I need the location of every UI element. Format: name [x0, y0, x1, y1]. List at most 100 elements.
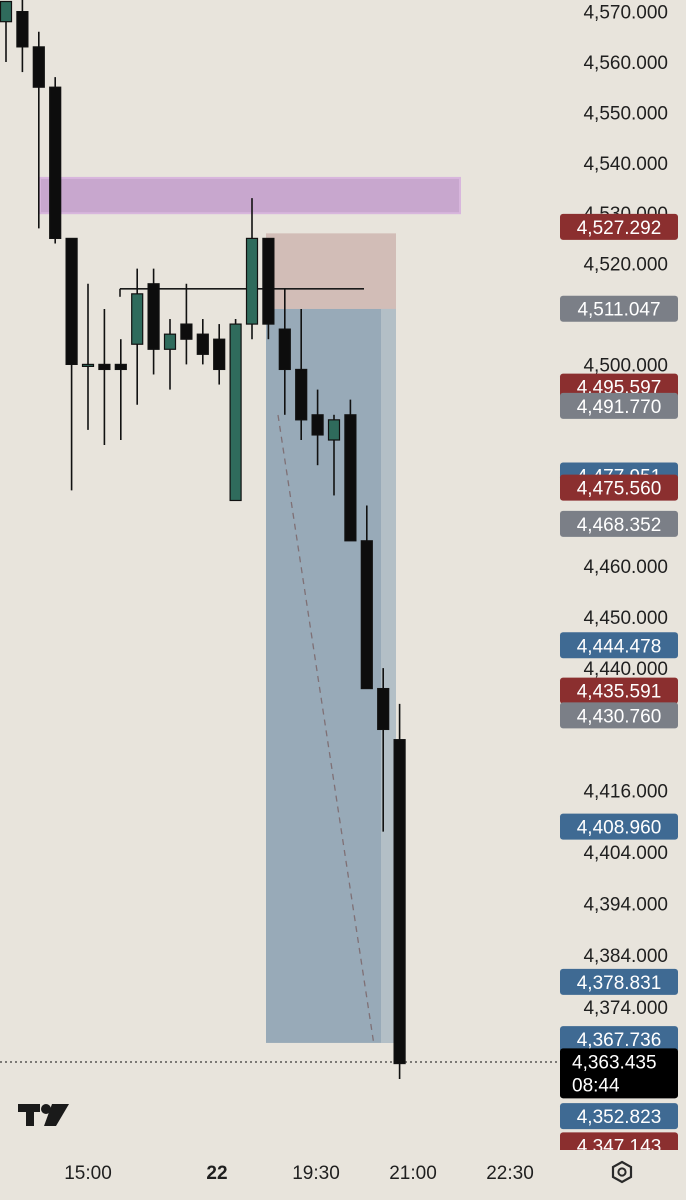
- candle[interactable]: [344, 399, 357, 542]
- price-tag[interactable]: 4,435.591: [560, 677, 678, 704]
- price-tag-label: 4,367.736: [577, 1030, 662, 1051]
- candle-body-bull: [163, 333, 177, 350]
- time-axis-label: 22: [206, 1163, 227, 1184]
- candle[interactable]: [147, 268, 160, 375]
- candle[interactable]: [327, 414, 341, 496]
- candle-body-bull: [81, 363, 95, 367]
- price-tag[interactable]: 4,367.736: [560, 1026, 678, 1053]
- price-axis-label: 4,394.000: [583, 895, 668, 916]
- price-tag[interactable]: 4,468.352: [560, 510, 678, 537]
- candle[interactable]: [98, 308, 111, 446]
- candle-body-bear: [49, 86, 62, 239]
- candle[interactable]: [16, 0, 29, 73]
- price-axis-label: 4,416.000: [583, 782, 668, 803]
- candle[interactable]: [196, 319, 209, 365]
- price-tag-bg: [560, 1103, 678, 1130]
- candle-body-bear: [114, 363, 127, 371]
- candle[interactable]: [245, 198, 259, 340]
- candle-body-bear: [278, 328, 291, 371]
- candle[interactable]: [278, 288, 291, 415]
- price-tag-label: 4,378.831: [577, 973, 662, 994]
- candle-body-bear: [377, 687, 390, 731]
- price-tag[interactable]: 4,527.292: [560, 213, 678, 240]
- price-axis-label: 4,570.000: [583, 3, 668, 24]
- price-tag-label: 4,475.560: [577, 479, 662, 500]
- price-tag[interactable]: 4,430.760: [560, 702, 678, 729]
- candle-body-bull: [245, 237, 259, 325]
- candle[interactable]: [262, 237, 275, 340]
- candle[interactable]: [49, 77, 62, 244]
- candle[interactable]: [0, 0, 13, 62]
- price-tag[interactable]: 4,378.831: [560, 968, 678, 995]
- price-tag[interactable]: 4,408.960: [560, 813, 678, 840]
- price-tag-bg: [560, 392, 678, 419]
- price-tag-label: 4,527.292: [577, 218, 662, 239]
- candle-body-bear: [32, 46, 45, 88]
- candle-body-bear: [65, 237, 78, 365]
- price-tag[interactable]: 4,491.770: [560, 392, 678, 419]
- candle-body-bear: [213, 338, 226, 371]
- price-tag[interactable]: 4,511.047: [560, 295, 678, 322]
- supply-zone[interactable]: [39, 176, 461, 215]
- price-tag-label: 4,408.960: [577, 818, 662, 839]
- price-tag-bg: [560, 813, 678, 840]
- settings-gear-icon[interactable]: [611, 1160, 633, 1184]
- candle[interactable]: [311, 389, 324, 466]
- candle[interactable]: [229, 319, 242, 502]
- price-tag-label: 4,352.823: [577, 1107, 662, 1128]
- candle-body-bear: [262, 237, 275, 325]
- current-price-label: 4,363.435: [572, 1052, 657, 1073]
- time-axis-label: 21:00: [389, 1163, 437, 1184]
- candle[interactable]: [131, 268, 144, 405]
- price-tag-bg: [560, 510, 678, 537]
- candle[interactable]: [114, 339, 127, 440]
- time-axis-label: 22:30: [486, 1163, 534, 1184]
- candles-layer: [0, 0, 406, 1080]
- time-axis-label: 19:30: [292, 1163, 340, 1184]
- candle[interactable]: [393, 703, 406, 1080]
- candle[interactable]: [180, 283, 193, 365]
- price-tags: 4,527.2924,511.0474,495.5974,491.7704,47…: [560, 213, 678, 1159]
- price-axis-label: 4,450.000: [583, 608, 668, 629]
- price-axis-label: 4,440.000: [583, 659, 668, 680]
- stop-zone[interactable]: [266, 233, 396, 309]
- price-tag-bg: [560, 968, 678, 995]
- target-zone[interactable]: [266, 308, 396, 1043]
- zones-layer: [39, 176, 461, 1043]
- price-tag[interactable]: 4,352.823: [560, 1103, 678, 1130]
- price-axis-label: 4,500.000: [583, 355, 668, 376]
- price-tag-bg: [560, 702, 678, 729]
- target-zone-edge: [381, 308, 396, 1043]
- price-axis: 4,570.0004,560.0004,550.0004,540.0004,53…: [583, 3, 668, 1019]
- candle[interactable]: [295, 308, 308, 440]
- candle-body-bull: [327, 419, 341, 441]
- time-axis-label: 15:00: [64, 1163, 112, 1184]
- candle-body-bear: [147, 283, 160, 350]
- price-tag-label: 4,491.770: [577, 397, 662, 418]
- candle[interactable]: [81, 283, 95, 430]
- candle[interactable]: [360, 505, 373, 690]
- candle[interactable]: [163, 319, 177, 390]
- candle[interactable]: [65, 237, 78, 491]
- candle-body-bear: [295, 368, 308, 421]
- price-tag-bg: [560, 632, 678, 659]
- candle-body-bear: [311, 414, 324, 436]
- candle-body-bear: [98, 363, 111, 371]
- candle-body-bear: [196, 333, 209, 355]
- price-axis-label: 4,550.000: [583, 103, 668, 124]
- candle[interactable]: [213, 324, 226, 385]
- price-axis-label: 4,374.000: [583, 998, 668, 1019]
- time-axis-bg: [0, 1150, 686, 1200]
- candle-body-bear: [180, 323, 193, 340]
- price-tag[interactable]: 4,444.478: [560, 632, 678, 659]
- tradingview-logo-icon[interactable]: [18, 1104, 69, 1126]
- time-axis: 15:00 22 19:30 21:00 22:30: [0, 1150, 686, 1200]
- candle-body-bull: [131, 293, 144, 345]
- price-tag-label: 4,468.352: [577, 515, 662, 536]
- price-tag[interactable]: 4,475.560: [560, 474, 678, 501]
- candle[interactable]: [32, 31, 45, 229]
- levels-layer: [119, 287, 364, 297]
- candle[interactable]: [377, 668, 390, 832]
